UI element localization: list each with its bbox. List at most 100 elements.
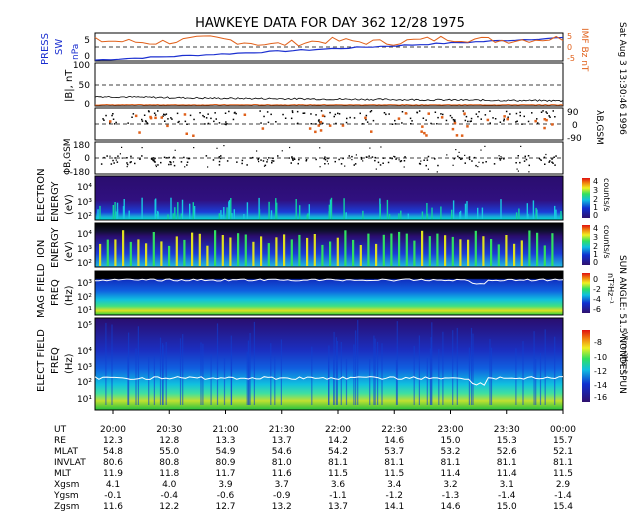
phi-points: [100, 145, 557, 173]
ion-spike: [344, 230, 347, 266]
ephem-row-label: Zgsm: [54, 502, 79, 512]
phi-point-scatter: [109, 155, 111, 157]
ephem-cell: 23:30: [494, 425, 520, 435]
lambda-point: [317, 120, 320, 122]
lambda-tick-0: 0: [572, 121, 578, 131]
phi-point: [264, 164, 267, 167]
lambda-point: [131, 116, 133, 118]
phi-point: [382, 162, 384, 164]
phi-point-scatter: [427, 168, 429, 170]
b-field-series: [94, 95, 564, 102]
phi-point: [288, 157, 290, 159]
ef-stripe: [270, 343, 272, 405]
phi-point-scatter: [193, 147, 195, 149]
mag-tick-1: 10¹: [77, 306, 92, 316]
phi-point: [468, 156, 471, 158]
phi-point-scatter: [155, 165, 157, 168]
ef-stripe: [490, 347, 493, 405]
phi-point-scatter: [500, 158, 502, 160]
npa-label: nPa: [71, 44, 81, 60]
lambda-point: [141, 118, 143, 121]
lambda-point: [199, 112, 201, 114]
ef-stripe: [165, 342, 167, 405]
ephem-cell: 21:30: [269, 425, 295, 435]
phi-point: [277, 155, 279, 157]
b-field-panel: |B|, nT 100 50 0: [64, 61, 564, 110]
ephem-cell: 2.9: [556, 480, 571, 490]
lambda-point: [521, 123, 523, 125]
electron-spike: [515, 212, 518, 219]
elec-freq-panel: ELECT FIELD FREQ (Hz) 10⁵ 10⁴ 10³ 10² 10…: [36, 317, 629, 411]
phi-point: [315, 158, 317, 161]
phi-point: [173, 164, 176, 167]
phi-point: [126, 157, 128, 159]
ion-spike: [283, 234, 286, 266]
electron-spike: [243, 214, 245, 219]
lambda-point: [112, 113, 114, 115]
mag-cb-unit: nT²Hz⁻¹: [606, 273, 615, 304]
lambda-point: [434, 111, 437, 113]
phi-point: [112, 159, 114, 162]
ephem-cell: -1.4: [554, 491, 572, 501]
ion-spike: [206, 245, 209, 266]
lambda-point-orange: [183, 113, 187, 116]
electron-spike: [362, 210, 364, 219]
lambda-point: [235, 112, 237, 115]
ion-cb-unit: counts/s: [602, 225, 611, 259]
lambda-point-orange: [420, 130, 423, 133]
phi-point-scatter: [184, 166, 186, 168]
lambda-point: [516, 120, 518, 122]
lambda-point: [338, 113, 341, 115]
lambda-point: [224, 123, 226, 125]
ion-spike: [451, 236, 454, 266]
electron-spike: [228, 201, 230, 219]
phi-point: [117, 155, 119, 157]
lambda-point-orange: [506, 117, 509, 121]
ion-colorbar: [582, 225, 590, 265]
phi-point: [291, 156, 293, 158]
ephem-cell: 14.2: [328, 436, 348, 446]
ion-spike: [513, 243, 516, 266]
ef-stripe: [442, 331, 444, 405]
phi-point: [205, 155, 208, 157]
lambda-tick-m90: -90: [567, 134, 582, 144]
lambda-point: [454, 120, 456, 123]
phi-point: [323, 157, 325, 160]
ef-stripe: [162, 345, 164, 405]
phi-point-scatter: [458, 151, 460, 153]
lambda-point-orange: [314, 130, 317, 134]
lambda-point: [210, 117, 212, 120]
lambda-point: [394, 123, 397, 125]
electron-cb-4: 4: [593, 177, 598, 186]
electron-spike: [536, 209, 538, 219]
ion-spike: [551, 233, 554, 266]
ephem-cell: 21:00: [213, 425, 239, 435]
phi-point: [371, 156, 374, 158]
phi-point: [170, 163, 172, 166]
ephem-cell: 12.2: [159, 502, 179, 512]
lambda-point-orange: [138, 131, 141, 134]
phi-point: [374, 156, 376, 159]
sun-angle-text: SUN ANGLE: 51.5 NONDESPUN: [617, 255, 627, 394]
ephem-cell: 54.6: [272, 447, 292, 457]
ef-stripe: [533, 331, 535, 405]
ephem-cell: 81.1: [440, 458, 460, 468]
ef-stripe: [544, 329, 546, 405]
ion-spike: [474, 230, 477, 266]
lambda-point: [141, 120, 144, 122]
phi-point-scatter: [520, 145, 522, 147]
electron-spike: [459, 212, 461, 219]
electron-spike: [527, 214, 529, 219]
lambda-point: [503, 118, 505, 120]
phi-point: [554, 164, 556, 166]
phi-point-scatter: [174, 149, 176, 151]
ef-stripe: [333, 331, 335, 405]
ef-stripe: [137, 326, 139, 405]
electron-spike: [276, 202, 278, 219]
ephem-cell: -1.1: [329, 491, 347, 501]
phi-point: [292, 158, 294, 160]
lambda-point-orange: [460, 134, 464, 137]
lambda-point: [507, 116, 509, 118]
ion-spike: [252, 241, 255, 266]
ef-stripe: [345, 358, 348, 405]
